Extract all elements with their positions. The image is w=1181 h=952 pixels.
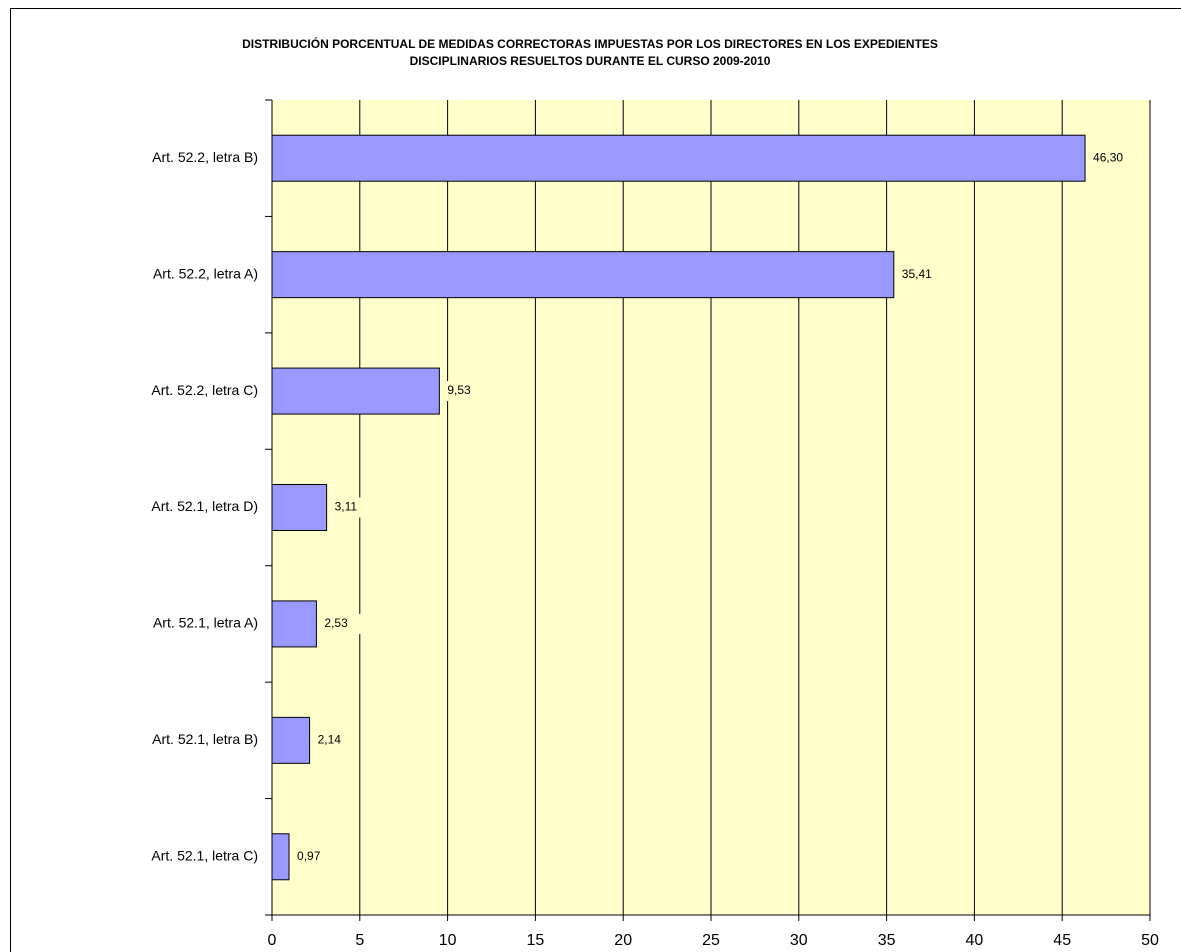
bar <box>271 600 317 648</box>
x-tick-label: 30 <box>790 932 808 949</box>
y-tick-label: Art. 52.1, letra A) <box>153 615 258 631</box>
chart-title: DISTRIBUCIÓN PORCENTUAL DE MEDIDAS CORRE… <box>242 36 938 51</box>
bar <box>271 251 895 299</box>
value-label: 35,41 <box>902 267 932 281</box>
x-tick-label: 20 <box>614 932 632 949</box>
value-label-bg <box>331 497 372 518</box>
x-tick-label: 5 <box>355 932 364 949</box>
y-tick-label: Art. 52.2, letra C) <box>151 382 258 398</box>
x-tick-label: 25 <box>702 932 720 949</box>
x-tick-label: 35 <box>878 932 896 949</box>
value-label: 9,53 <box>447 383 471 397</box>
x-tick-label: 45 <box>1053 932 1071 949</box>
y-tick-label: Art. 52.1, letra D) <box>151 498 258 514</box>
bar <box>271 484 328 531</box>
value-label-bg <box>294 846 335 867</box>
x-tick-label: 0 <box>268 932 277 949</box>
value-label-bg <box>444 381 485 402</box>
value-label-bg <box>898 264 939 285</box>
y-tick-label: Art. 52.2, letra A) <box>153 265 258 281</box>
value-label: 2,53 <box>324 616 348 630</box>
y-tick-label: Art. 52.2, letra B) <box>152 149 258 165</box>
bar <box>271 134 1086 182</box>
y-tick-label: Art. 52.1, letra B) <box>152 731 258 747</box>
value-label: 46,30 <box>1093 150 1123 164</box>
x-tick-label: 15 <box>527 932 545 949</box>
value-label: 3,11 <box>335 500 358 514</box>
x-tick-label: 40 <box>966 932 984 949</box>
x-tick-label: 50 <box>1141 932 1159 949</box>
value-label-bg <box>1090 148 1131 169</box>
chart-title: DISCIPLINARIOS RESUELTOS DURANTE EL CURS… <box>410 54 771 68</box>
y-tick-label: Art. 52.1, letra C) <box>151 847 258 863</box>
value-label: 2,14 <box>318 733 342 747</box>
value-label: 0,97 <box>297 849 321 863</box>
x-tick-label: 10 <box>439 932 457 949</box>
bar <box>271 716 311 764</box>
bar <box>271 367 440 415</box>
bar <box>271 833 290 881</box>
value-label-bg <box>321 613 362 634</box>
value-label-bg <box>314 730 355 751</box>
